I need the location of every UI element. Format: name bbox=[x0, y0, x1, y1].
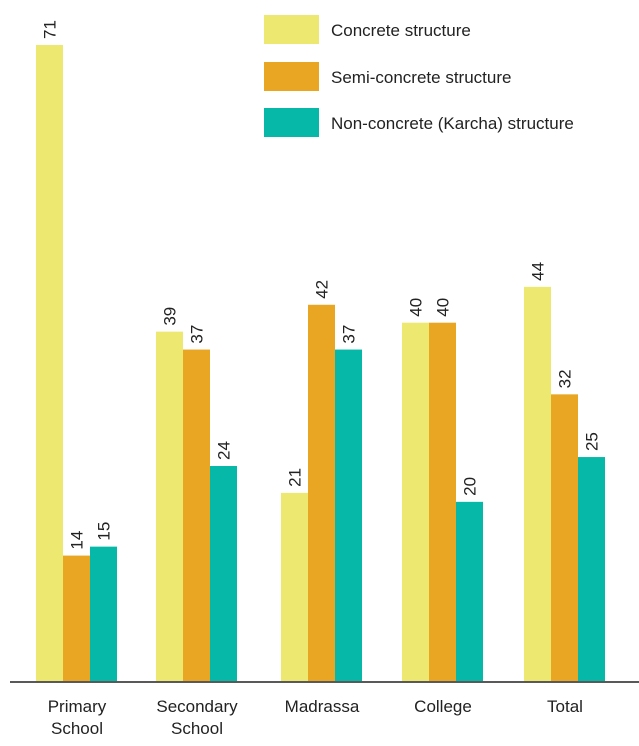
bar-1-4 bbox=[551, 394, 578, 681]
data-label-1-0: 14 bbox=[68, 531, 87, 550]
x-tick-label-4-0: Total bbox=[547, 697, 583, 716]
legend-label-0: Concrete structure bbox=[331, 21, 471, 40]
legend: Concrete structure Semi-concrete structur… bbox=[264, 15, 574, 137]
data-label-2-3: 20 bbox=[461, 477, 480, 496]
legend-swatch-2 bbox=[264, 108, 319, 137]
x-tick-label-0-0: Primary bbox=[48, 697, 107, 716]
legend-label-1: Semi-concrete structure bbox=[331, 68, 511, 87]
x-tick-labels-layer: Primary School Secondary School Madrassa Coll… bbox=[48, 697, 583, 738]
data-label-0-4: 44 bbox=[529, 262, 548, 281]
data-label-2-2: 37 bbox=[340, 325, 359, 344]
bar-0-1 bbox=[156, 331, 183, 681]
data-label-1-4: 32 bbox=[556, 369, 575, 388]
bar-0-0 bbox=[36, 45, 63, 681]
data-label-2-4: 25 bbox=[583, 432, 602, 451]
data-labels-layer: 71 14 15 39 37 24 21 42 37 40 40 20 44 32 25 bbox=[41, 20, 602, 550]
legend-swatch-0 bbox=[264, 15, 319, 44]
bar-2-4 bbox=[578, 457, 605, 681]
data-label-0-1: 39 bbox=[161, 307, 180, 326]
data-label-1-2: 42 bbox=[313, 280, 332, 299]
bar-1-1 bbox=[183, 349, 210, 681]
x-tick-label-1-0: Secondary bbox=[156, 697, 238, 716]
bar-2-3 bbox=[456, 501, 483, 681]
bar-2-2 bbox=[335, 349, 362, 681]
x-tick-label-0-1: School bbox=[51, 719, 103, 738]
bar-1-0 bbox=[63, 555, 90, 681]
bar-0-4 bbox=[524, 286, 551, 681]
bar-2-0 bbox=[90, 546, 117, 681]
data-label-2-1: 24 bbox=[215, 441, 234, 460]
data-label-1-3: 40 bbox=[434, 298, 453, 317]
x-tick-label-1-1: School bbox=[171, 719, 223, 738]
legend-label-2: Non-concrete (Karcha) structure bbox=[331, 114, 574, 133]
bar-0-2 bbox=[281, 492, 308, 681]
bar-0-3 bbox=[402, 322, 429, 681]
legend-swatch-1 bbox=[264, 62, 319, 91]
data-label-0-3: 40 bbox=[407, 298, 426, 317]
data-label-2-0: 15 bbox=[95, 522, 114, 541]
data-label-1-1: 37 bbox=[188, 325, 207, 344]
data-label-0-0: 71 bbox=[41, 20, 60, 39]
data-label-0-2: 21 bbox=[286, 468, 305, 487]
bar-1-2 bbox=[308, 304, 335, 681]
bars-layer bbox=[36, 45, 605, 681]
bar-1-3 bbox=[429, 322, 456, 681]
x-tick-label-2-0: Madrassa bbox=[285, 697, 360, 716]
bar-2-1 bbox=[210, 466, 237, 681]
x-tick-label-3-0: College bbox=[414, 697, 472, 716]
